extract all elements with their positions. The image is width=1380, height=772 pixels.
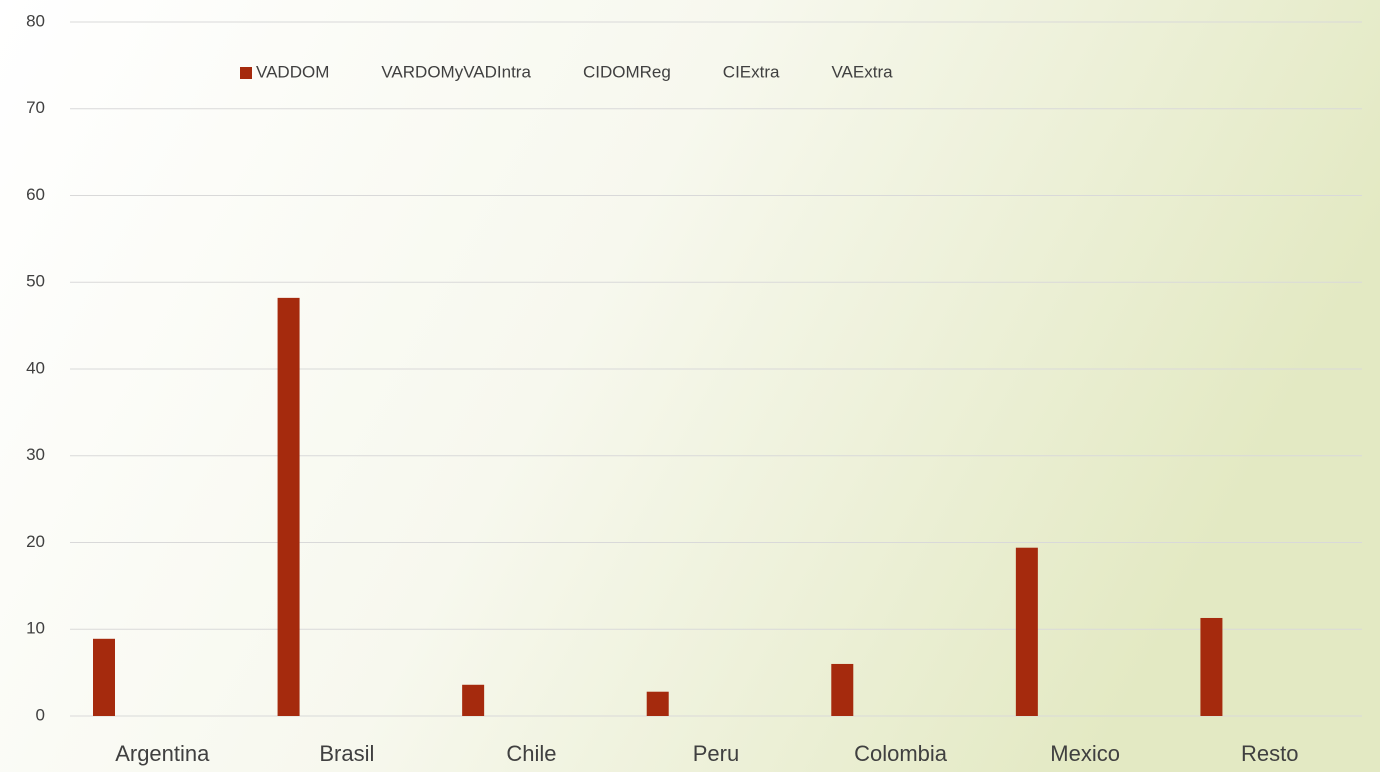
legend-label: VARDOMyVADIntra (381, 62, 531, 81)
y-tick-label: 30 (26, 445, 45, 464)
legend-label: CIDOMReg (583, 62, 671, 81)
legend-label: CIExtra (723, 62, 780, 81)
y-tick-label: 0 (36, 705, 45, 724)
y-tick-label: 10 (26, 619, 45, 638)
bar (831, 663, 854, 716)
x-tick-label: Resto (1241, 741, 1298, 766)
legend-marker (240, 67, 252, 79)
bar (646, 691, 669, 716)
bar (1015, 547, 1038, 716)
x-tick-label: Brasil (319, 741, 374, 766)
bar (93, 638, 115, 716)
legend-label: VAExtra (831, 62, 893, 81)
y-tick-label: 20 (26, 532, 45, 551)
bar (277, 297, 300, 716)
y-tick-label: 60 (26, 185, 45, 204)
x-tick-label: Colombia (854, 741, 948, 766)
x-tick-label: Peru (693, 741, 739, 766)
bar (1200, 617, 1223, 716)
x-tick-label: Chile (506, 741, 556, 766)
bar (462, 684, 485, 716)
x-tick-label: Argentina (115, 741, 210, 766)
legend-label: VADDOM (256, 62, 329, 81)
y-tick-label: 80 (26, 11, 45, 30)
y-tick-label: 40 (26, 358, 45, 377)
x-tick-label: Mexico (1050, 741, 1120, 766)
y-tick-label: 70 (26, 98, 45, 117)
y-tick-label: 50 (26, 272, 45, 291)
